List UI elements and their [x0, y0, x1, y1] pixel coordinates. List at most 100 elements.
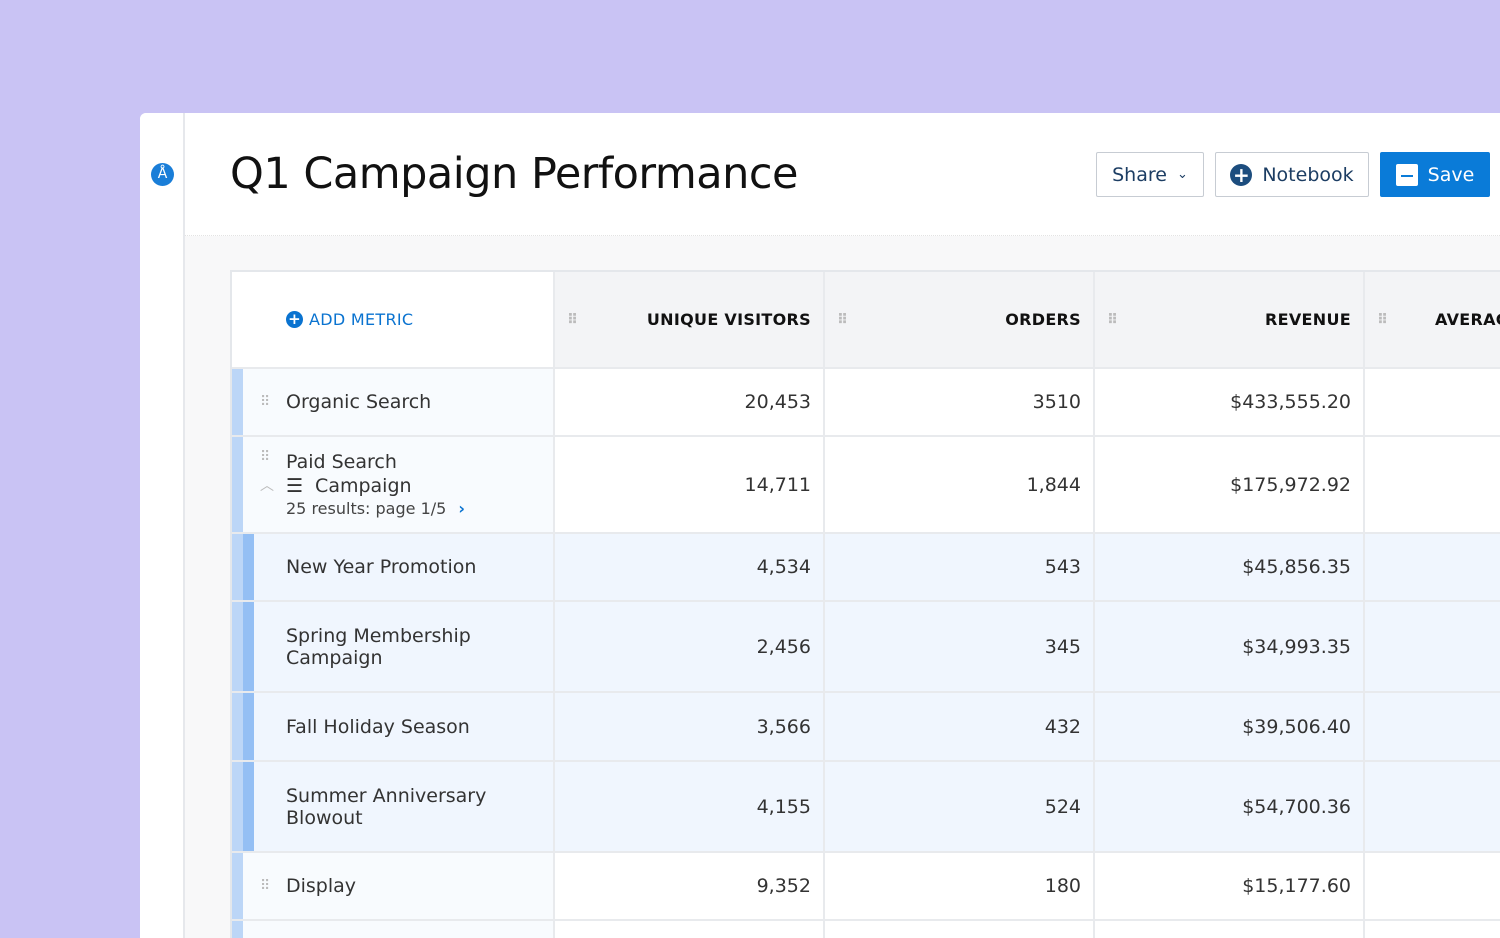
floppy-disk-icon	[1395, 163, 1418, 186]
app-logo-icon[interactable]: Å	[151, 163, 174, 186]
revenue-value: $54,700.36	[1095, 762, 1365, 851]
row-label-cell: ⠿ Organic Search	[232, 369, 555, 435]
orders-value: 180	[825, 853, 1095, 919]
column-label: UNIQUE VISITORS	[646, 310, 811, 329]
table-header-row: + ADD METRIC ⠿ UNIQUE VISITORS ⠿ ORDERS ⠿ RE…	[232, 272, 1500, 369]
row-label: Organic Search	[286, 391, 432, 413]
visitors-value: 4,155	[555, 762, 825, 851]
row-indicator	[232, 853, 243, 919]
revenue-value	[1095, 921, 1365, 938]
table-row[interactable]: ⠿ ︿ Paid Search ☰ Campaign 25 results: pa…	[232, 437, 1500, 534]
column-label: ORDERS	[1005, 310, 1081, 329]
orders-value: 1,844	[825, 437, 1095, 532]
sidebar: Å	[140, 113, 185, 938]
average-value	[1365, 693, 1500, 760]
drag-handle-icon[interactable]: ⠿	[567, 311, 578, 328]
revenue-value: $45,856.35	[1095, 534, 1365, 600]
row-indicator	[232, 369, 243, 435]
metrics-table: + ADD METRIC ⠿ UNIQUE VISITORS ⠿ ORDERS ⠿ RE…	[230, 270, 1500, 938]
child-indicator	[243, 693, 254, 760]
visitors-value: 14,711	[555, 437, 825, 532]
orders-value: 3510	[825, 369, 1095, 435]
row-label-cell: Spring Membership Campaign	[232, 602, 555, 691]
row-label-cell: ⠿ ︿ Paid Search ☰ Campaign 25 results: pa…	[232, 437, 555, 532]
row-label-cell: ⠿ Display	[232, 853, 555, 919]
revenue-value: $15,177.60	[1095, 853, 1365, 919]
column-header[interactable]: ⠿ ORDERS	[825, 272, 1095, 367]
share-label: Share	[1112, 163, 1167, 186]
child-indicator	[243, 602, 254, 691]
row-indicator	[232, 602, 243, 691]
bar-list-icon: ☰	[286, 475, 304, 497]
revenue-value: $34,993.35	[1095, 602, 1365, 691]
save-button[interactable]: Save	[1380, 152, 1490, 197]
plus-circle-icon: +	[286, 311, 303, 328]
share-button[interactable]: Share ⌄	[1096, 152, 1204, 197]
plus-circle-icon: +	[1230, 163, 1253, 186]
drag-handle-icon[interactable]: ⠿	[1377, 311, 1388, 328]
row-label-cell	[232, 921, 555, 938]
next-page-icon[interactable]: ›	[458, 499, 465, 518]
table-row[interactable]: ⠿ Organic Search 20,453 3510 $433,555.20	[232, 369, 1500, 437]
average-value	[1365, 762, 1500, 851]
table-row[interactable]: Summer Anniversary Blowout 4,155 524 $54…	[232, 762, 1500, 853]
add-metric-cell: + ADD METRIC	[232, 272, 555, 367]
column-label: REVENUE	[1265, 310, 1351, 329]
column-label: AVERAG	[1435, 310, 1500, 329]
table-row[interactable]: ⠿ Display 9,352 180 $15,177.60	[232, 853, 1500, 921]
row-indicator	[232, 437, 243, 532]
row-label-cell: New Year Promotion	[232, 534, 555, 600]
average-value	[1365, 602, 1500, 691]
average-value	[1365, 437, 1500, 532]
visitors-value: 20,453	[555, 369, 825, 435]
revenue-value: $433,555.20	[1095, 369, 1365, 435]
child-indicator	[243, 534, 254, 600]
revenue-value: $175,972.92	[1095, 437, 1365, 532]
visitors-value: 9,352	[555, 853, 825, 919]
orders-value: 345	[825, 602, 1095, 691]
group-by: ☰ Campaign	[286, 475, 412, 497]
visitors-value: 3,566	[555, 693, 825, 760]
average-value	[1365, 921, 1500, 938]
orders-value: 543	[825, 534, 1095, 600]
pager: 25 results: page 1/5 ›	[286, 499, 465, 518]
table-row[interactable]: Spring Membership Campaign 2,456 345 $34…	[232, 602, 1500, 693]
add-metric-label: ADD METRIC	[309, 310, 414, 329]
table-row[interactable]: New Year Promotion 4,534 543 $45,856.35	[232, 534, 1500, 602]
drag-handle-icon[interactable]: ⠿	[1107, 311, 1118, 328]
add-metric-button[interactable]: + ADD METRIC	[286, 310, 413, 329]
row-label: New Year Promotion	[286, 556, 477, 578]
drag-handle-icon[interactable]: ⠿	[837, 311, 848, 328]
row-label: Display	[286, 875, 357, 897]
child-indicator	[243, 762, 254, 851]
column-header[interactable]: ⠿ REVENUE	[1095, 272, 1365, 367]
table-row[interactable]: Fall Holiday Season 3,566 432 $39,506.40	[232, 693, 1500, 762]
report-window: Å Q1 Campaign Performance Share ⌄ + Notebo…	[140, 113, 1500, 938]
drag-handle-icon[interactable]: ⠿	[260, 878, 271, 894]
revenue-value: $39,506.40	[1095, 693, 1365, 760]
column-header[interactable]: ⠿ AVERAG	[1365, 272, 1500, 367]
visitors-value: 4,534	[555, 534, 825, 600]
header: Q1 Campaign Performance Share ⌄ + Notebook…	[185, 113, 1500, 236]
drag-handle-icon[interactable]: ⠿	[260, 449, 271, 465]
row-indicator	[232, 762, 243, 851]
column-header[interactable]: ⠿ UNIQUE VISITORS	[555, 272, 825, 367]
notebook-button[interactable]: + Notebook	[1215, 152, 1369, 197]
row-indicator	[232, 921, 243, 938]
collapse-chevron-icon[interactable]: ︿	[260, 478, 274, 494]
orders-value: 432	[825, 693, 1095, 760]
save-label: Save	[1427, 163, 1475, 186]
drag-handle-icon[interactable]: ⠿	[260, 394, 271, 410]
average-value	[1365, 369, 1500, 435]
orders-value	[825, 921, 1095, 938]
row-indicator	[232, 534, 243, 600]
visitors-value	[555, 921, 825, 938]
row-label: Fall Holiday Season	[286, 715, 470, 738]
page-title: Q1 Campaign Performance	[230, 149, 798, 199]
row-label-cell: Summer Anniversary Blowout	[232, 762, 555, 851]
row-label: Paid Search	[286, 451, 397, 473]
table-row[interactable]	[232, 921, 1500, 938]
visitors-value: 2,456	[555, 602, 825, 691]
row-indicator	[232, 693, 243, 760]
orders-value: 524	[825, 762, 1095, 851]
